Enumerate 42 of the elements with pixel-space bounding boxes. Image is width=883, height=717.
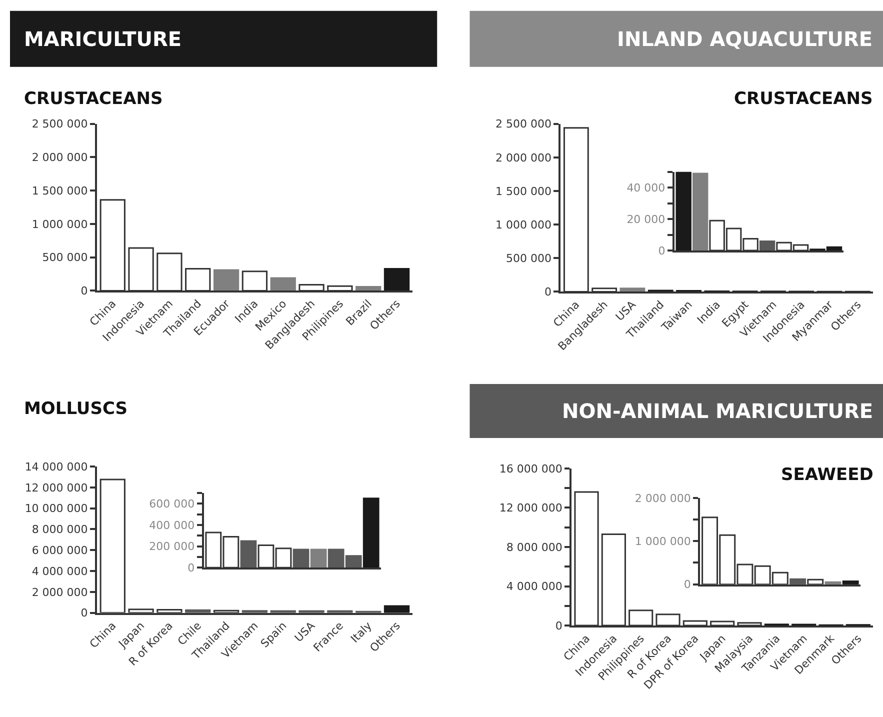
y-tick-label: 4 000 000 <box>32 564 88 578</box>
y-tick-label: 0 <box>684 578 691 592</box>
y-tick-label: 2 000 000 <box>32 586 88 599</box>
chart-title: MOLLUSCS <box>24 399 128 419</box>
y-tick-label: 200 000 <box>149 540 195 554</box>
y-tick-label: 500 000 <box>42 251 88 264</box>
y-tick-label: 2 500 000 <box>32 118 88 131</box>
y-tick-label: 1 500 000 <box>32 184 88 198</box>
y-tick-label: 14 000 000 <box>24 460 88 474</box>
y-tick-label: 0 <box>544 286 552 299</box>
y-tick-label: 12 000 000 <box>499 502 562 515</box>
chart-subtitle: CRUSTACEANS <box>24 89 163 109</box>
y-tick-label: 4 000 000 <box>506 580 562 594</box>
chart-title: INLAND AQUACULTURE <box>617 27 873 51</box>
y-tick-label: 40 000 <box>626 181 666 194</box>
chart-title: NON-ANIMAL MARICULTURE <box>562 399 874 423</box>
y-tick-label: 1 000 000 <box>32 218 88 231</box>
y-tick-label: 600 000 <box>149 498 195 511</box>
y-tick-label: 12 000 000 <box>24 481 88 494</box>
y-tick-label: 1 000 000 <box>634 534 691 548</box>
y-tick-label: 0 <box>658 244 666 258</box>
chart-subtitle: SEAWEED <box>781 465 874 485</box>
y-tick-label: 2 000 000 <box>32 151 88 164</box>
y-tick-label: 400 000 <box>149 518 195 532</box>
y-tick-label: 8 000 000 <box>506 540 562 554</box>
y-tick-label: 500 000 <box>506 252 552 265</box>
y-tick-label: 6 000 000 <box>32 544 88 557</box>
y-tick-label: 10 000 000 <box>24 502 88 516</box>
y-tick-label: 8 000 000 <box>32 523 88 536</box>
y-tick-label: 16 000 000 <box>499 462 562 476</box>
y-tick-label: 0 <box>80 606 88 620</box>
y-tick-label: 2 500 000 <box>496 118 552 131</box>
y-tick-label: 20 000 <box>626 212 666 226</box>
y-tick-label: 0 <box>80 284 88 298</box>
y-tick-label: 1 500 000 <box>496 184 552 198</box>
y-tick-label: 1 000 000 <box>496 218 552 232</box>
y-tick-label: 0 <box>555 619 562 632</box>
chart-subtitle: CRUSTACEANS <box>734 89 873 109</box>
y-tick-label: 0 <box>188 561 195 574</box>
y-tick-label: 2 000 000 <box>496 151 552 164</box>
chart-title: MARICULTURE <box>24 27 182 51</box>
y-tick-label: 2 000 000 <box>634 492 691 505</box>
